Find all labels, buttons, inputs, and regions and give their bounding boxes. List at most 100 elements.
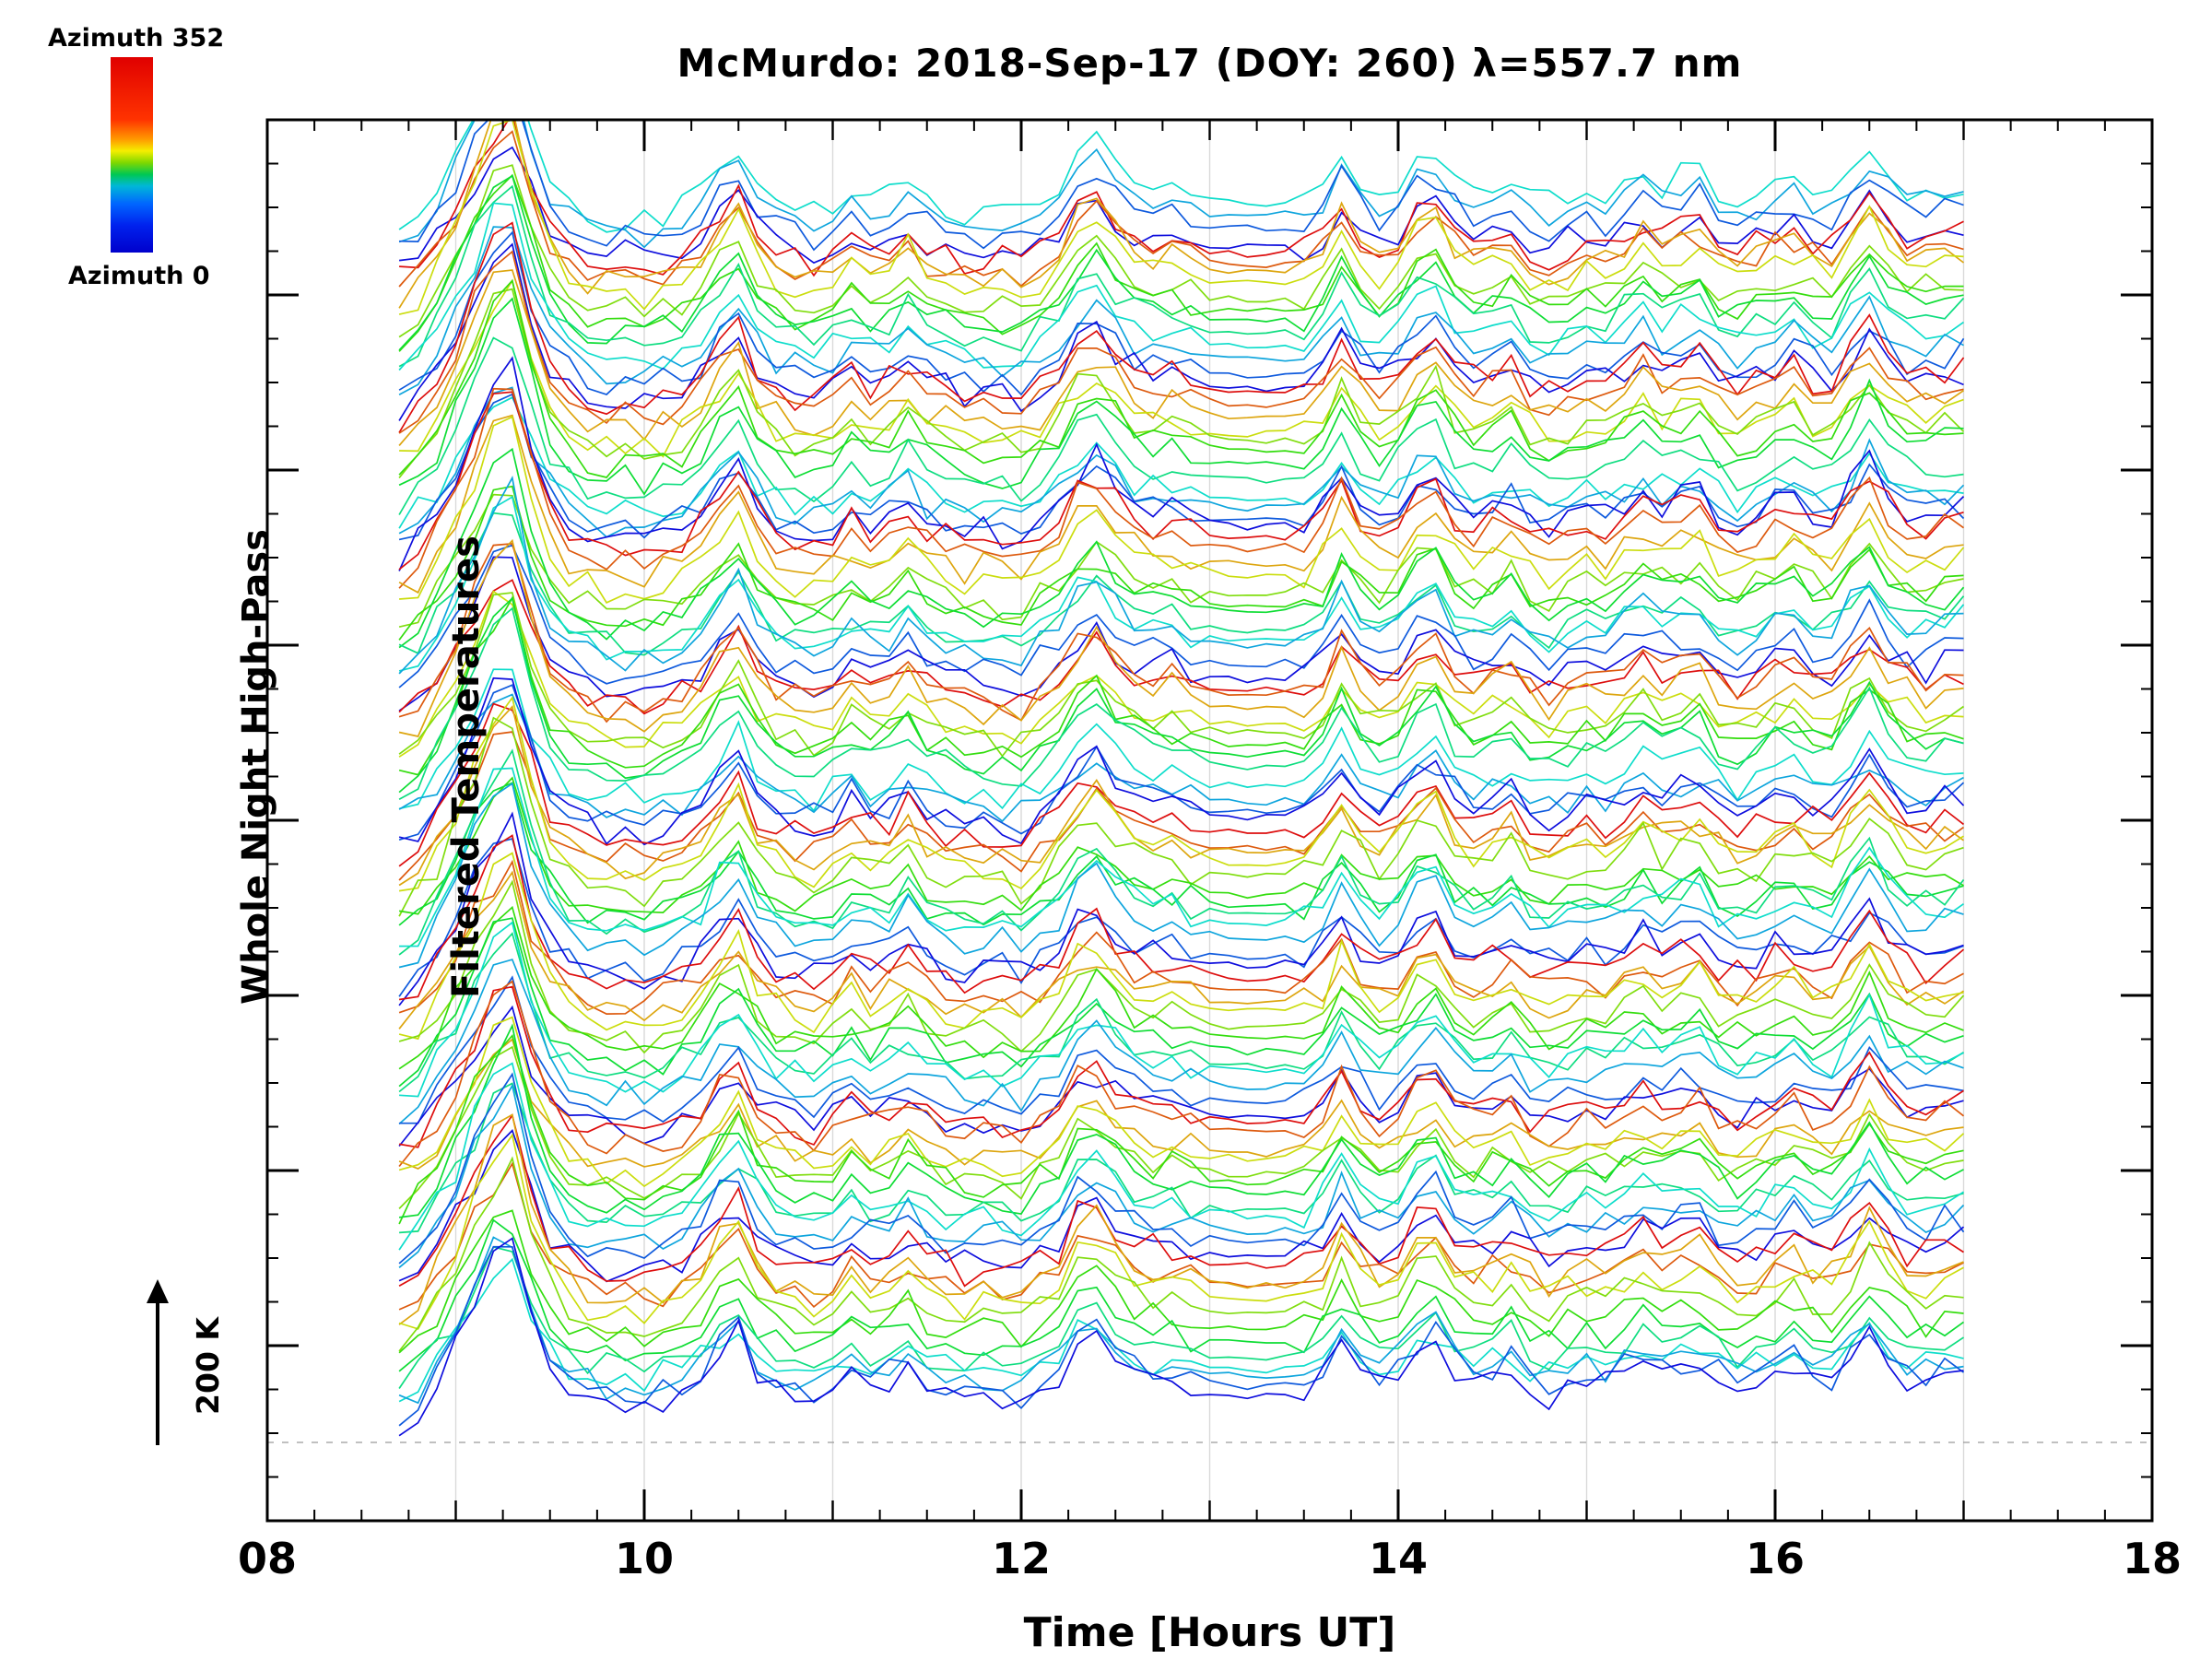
trace-line bbox=[398, 748, 1965, 956]
trace-line bbox=[398, 595, 1964, 776]
trace-line bbox=[398, 859, 1964, 1015]
trace-line bbox=[398, 596, 1964, 794]
y-axis-label: Whole Night High-Pass Filtered Temperatu… bbox=[81, 306, 488, 1228]
trace-line bbox=[398, 538, 1964, 737]
trace-line bbox=[398, 1245, 1965, 1427]
trace-line bbox=[398, 173, 1964, 352]
trace-line bbox=[398, 980, 1965, 1168]
trace-line bbox=[398, 1113, 1964, 1325]
trace-line bbox=[398, 121, 1964, 233]
trace-line bbox=[398, 512, 1965, 656]
trace-line bbox=[398, 1062, 1964, 1251]
trace-line bbox=[398, 905, 1964, 1070]
trace-line bbox=[398, 1156, 1964, 1352]
trace-line bbox=[398, 121, 1964, 249]
trace-line bbox=[398, 731, 1964, 881]
trace-line bbox=[398, 677, 1965, 846]
x-tick-label: 08 bbox=[237, 1534, 297, 1583]
trace-line bbox=[398, 130, 1964, 288]
colorbar-bottom-label: Azimuth 0 bbox=[68, 262, 210, 290]
trace-line bbox=[398, 269, 1964, 446]
trace-line bbox=[398, 1072, 1965, 1265]
trace-line bbox=[398, 336, 1964, 515]
trace-line bbox=[398, 356, 1965, 571]
trace-line bbox=[399, 121, 1964, 252]
trace-line bbox=[399, 975, 1964, 1124]
trace-line bbox=[398, 278, 1964, 478]
axes-layer bbox=[265, 118, 2154, 1523]
trace-line bbox=[398, 476, 1964, 675]
trace-line bbox=[398, 702, 1965, 867]
trace-line bbox=[398, 932, 1964, 1093]
trace-line bbox=[398, 834, 1965, 1001]
trace-line bbox=[398, 1129, 1965, 1283]
trace-line bbox=[399, 416, 1965, 604]
trace-line bbox=[398, 250, 1964, 434]
trace-line bbox=[399, 1082, 1964, 1234]
trace-line bbox=[398, 592, 1964, 758]
trace-line bbox=[398, 1016, 1965, 1188]
trace-line bbox=[398, 782, 1964, 926]
trace-line bbox=[398, 1209, 1964, 1354]
trace-line bbox=[398, 668, 1964, 813]
trace-line bbox=[398, 396, 1964, 529]
trace-line bbox=[398, 174, 1964, 351]
scale-arrow-head bbox=[147, 1279, 169, 1303]
trace-line bbox=[398, 391, 1964, 571]
trace-line bbox=[398, 959, 1964, 1125]
trace-line bbox=[398, 387, 1964, 589]
trace-line bbox=[399, 767, 1964, 947]
scale-arrow-label: 200 K bbox=[190, 1317, 226, 1415]
trace-line bbox=[398, 121, 1965, 309]
trace-line bbox=[398, 705, 1964, 887]
annotations-layer bbox=[147, 1279, 169, 1445]
x-tick-label: 14 bbox=[1368, 1534, 1428, 1583]
trace-line bbox=[398, 1218, 1964, 1372]
trace-line bbox=[398, 226, 1964, 396]
trace-line bbox=[398, 716, 1964, 917]
trace-line bbox=[398, 230, 1965, 396]
x-tick-label: 18 bbox=[2122, 1534, 2182, 1583]
trace-line bbox=[398, 917, 1964, 1088]
trace-line bbox=[398, 121, 1964, 315]
trace-line bbox=[398, 1033, 1964, 1225]
chart-title: McMurdo: 2018-Sep-17 (DOY: 260) λ=557.7 … bbox=[677, 41, 1743, 86]
x-axis-label: Time [Hours UT] bbox=[1023, 1609, 1396, 1656]
y-axis-label-line1: Whole Night High-Pass bbox=[235, 529, 277, 1005]
x-tick-label: 16 bbox=[1745, 1534, 1805, 1583]
trace-line bbox=[398, 1237, 1964, 1437]
trace-line bbox=[398, 542, 1964, 724]
trace-line bbox=[398, 288, 1965, 479]
trace-line bbox=[398, 414, 1964, 594]
trace-line bbox=[398, 495, 1965, 672]
trace-line bbox=[398, 221, 1965, 433]
trace-line bbox=[398, 447, 1965, 649]
trace-line bbox=[398, 852, 1964, 1041]
trace-line bbox=[398, 297, 1964, 496]
trace-line bbox=[398, 1023, 1964, 1218]
trace-line bbox=[398, 606, 1964, 800]
trace-line bbox=[398, 493, 1964, 629]
trace-line bbox=[398, 879, 1965, 1054]
trace-line bbox=[398, 1245, 1964, 1389]
trace-line bbox=[398, 184, 1965, 368]
trace-line bbox=[398, 544, 1964, 688]
trace-line bbox=[398, 837, 1964, 997]
y-axis-label-line2: Filtered Temperatures bbox=[445, 535, 488, 998]
trace-line bbox=[398, 1113, 1964, 1288]
trace-line bbox=[398, 1045, 1964, 1209]
trace-line bbox=[398, 811, 1964, 1006]
trace-line bbox=[398, 985, 1964, 1148]
trace-line bbox=[398, 782, 1964, 969]
trace-line bbox=[398, 556, 1964, 712]
trace-line bbox=[399, 121, 1964, 277]
trace-line bbox=[398, 1257, 1964, 1403]
x-tick-label: 10 bbox=[614, 1534, 674, 1583]
colorbar-top-label: Azimuth 352 bbox=[48, 24, 225, 53]
trace-line bbox=[398, 485, 1964, 641]
trace-line bbox=[398, 1038, 1964, 1171]
x-tick-label: 12 bbox=[991, 1534, 1051, 1583]
trace-line bbox=[398, 1133, 1964, 1330]
